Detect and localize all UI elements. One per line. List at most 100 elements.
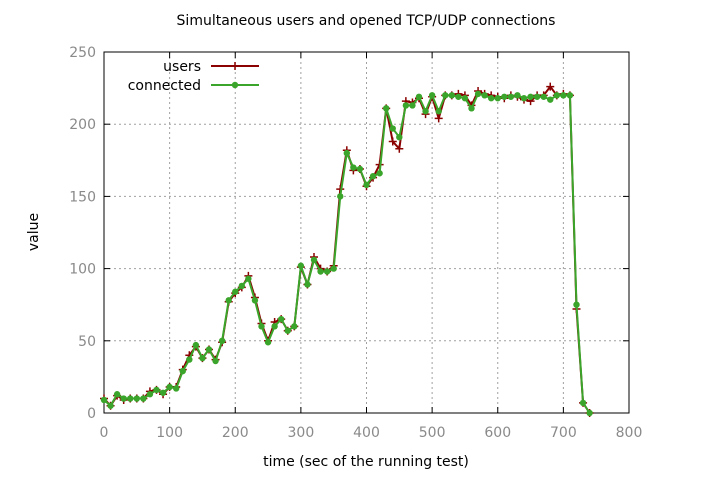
x-tick-label: 400 <box>353 425 380 441</box>
data-point <box>343 149 351 157</box>
data-point <box>310 256 318 264</box>
data-point <box>113 391 121 398</box>
data-point <box>533 93 541 100</box>
data-point <box>455 93 462 100</box>
data-point <box>291 323 298 330</box>
data-point <box>120 395 127 402</box>
data-point <box>547 96 554 103</box>
chart-title: Simultaneous users and opened TCP/UDP co… <box>177 13 556 29</box>
data-point <box>133 395 141 402</box>
data-point <box>461 95 469 102</box>
data-point <box>428 92 436 99</box>
x-tick-label: 600 <box>484 425 511 441</box>
data-point <box>434 114 443 123</box>
data-point <box>553 92 561 99</box>
grid <box>104 52 629 413</box>
data-point <box>186 356 193 363</box>
data-point <box>487 95 495 102</box>
legend-marker <box>231 81 239 89</box>
data-point <box>402 102 410 109</box>
data-point <box>415 93 423 100</box>
data-point <box>566 92 574 99</box>
x-tick-label: 500 <box>419 425 446 441</box>
data-point <box>337 193 344 200</box>
y-tick-label: 200 <box>69 117 96 133</box>
series-connected <box>100 90 593 417</box>
data-point <box>494 95 501 102</box>
data-point <box>218 337 226 344</box>
data-point <box>258 323 265 330</box>
data-point <box>468 105 475 112</box>
data-point <box>363 181 370 189</box>
x-tick-label: 700 <box>550 425 577 441</box>
data-point <box>356 165 364 173</box>
data-point <box>507 93 515 100</box>
data-point <box>422 108 429 115</box>
x-tick-label: 100 <box>156 425 183 441</box>
data-point <box>435 108 442 115</box>
y-tick-label: 50 <box>78 334 96 350</box>
data-point <box>140 395 147 402</box>
y-tick-label: 250 <box>69 45 96 61</box>
data-point <box>205 346 213 353</box>
x-tick-label: 200 <box>222 425 249 441</box>
data-point <box>514 92 521 99</box>
data-point <box>159 389 167 396</box>
data-point <box>350 164 357 171</box>
series-line <box>103 92 591 414</box>
data-point <box>382 105 390 112</box>
y-axis-label: value <box>26 213 42 251</box>
data-point <box>225 297 232 304</box>
legend-item-connected: connected <box>128 78 259 94</box>
data-point <box>179 367 186 375</box>
data-point <box>330 265 337 272</box>
data-point <box>448 92 456 99</box>
data-point <box>481 92 488 99</box>
data-point <box>560 92 567 99</box>
data-point <box>573 301 580 308</box>
data-point <box>442 92 449 99</box>
data-point <box>540 93 547 100</box>
data-point <box>199 354 206 362</box>
data-point <box>146 391 154 398</box>
legend: users connected <box>128 59 259 94</box>
data-point <box>304 281 311 288</box>
data-point <box>323 268 331 275</box>
data-point <box>389 125 396 132</box>
data-point <box>192 341 200 349</box>
x-tick-label: 300 <box>288 425 315 441</box>
data-point <box>166 383 173 391</box>
data-point <box>271 323 278 330</box>
series-line <box>103 85 591 414</box>
data-point <box>527 93 534 100</box>
data-point <box>107 402 114 409</box>
axis-ticks: 0 100 200 300 400 500 600 700 800 0 50 100 150 200 250 <box>69 45 642 441</box>
data-point <box>284 327 291 334</box>
data-point <box>264 339 272 346</box>
series-group <box>100 82 594 417</box>
data-point <box>501 93 508 100</box>
legend-label: users <box>163 59 201 75</box>
y-tick-label: 150 <box>69 189 96 205</box>
x-tick-label: 800 <box>616 425 643 441</box>
data-point <box>153 386 160 394</box>
data-point <box>376 170 383 177</box>
legend-label: connected <box>128 78 201 94</box>
data-point <box>232 288 239 295</box>
data-point <box>172 385 180 392</box>
data-point <box>474 90 482 98</box>
x-axis-label: time (sec of the running test) <box>263 454 469 470</box>
data-point <box>317 268 324 275</box>
data-point <box>520 95 528 102</box>
data-point <box>388 137 397 146</box>
data-point <box>546 82 555 91</box>
series-users <box>100 82 594 417</box>
data-point <box>586 409 593 417</box>
data-point <box>369 172 377 180</box>
data-point <box>277 315 285 323</box>
data-point <box>395 144 404 153</box>
data-point <box>251 297 259 304</box>
legend-marker <box>231 62 239 70</box>
data-point <box>100 396 108 404</box>
